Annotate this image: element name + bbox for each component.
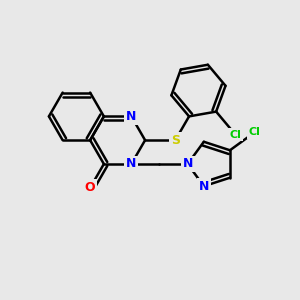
- Text: N: N: [126, 158, 136, 170]
- Text: N: N: [199, 180, 209, 193]
- Text: Cl: Cl: [230, 130, 242, 140]
- Text: S: S: [171, 134, 180, 147]
- Text: Cl: Cl: [248, 128, 260, 137]
- Text: O: O: [85, 181, 95, 194]
- Text: N: N: [182, 158, 193, 170]
- Text: N: N: [126, 110, 136, 123]
